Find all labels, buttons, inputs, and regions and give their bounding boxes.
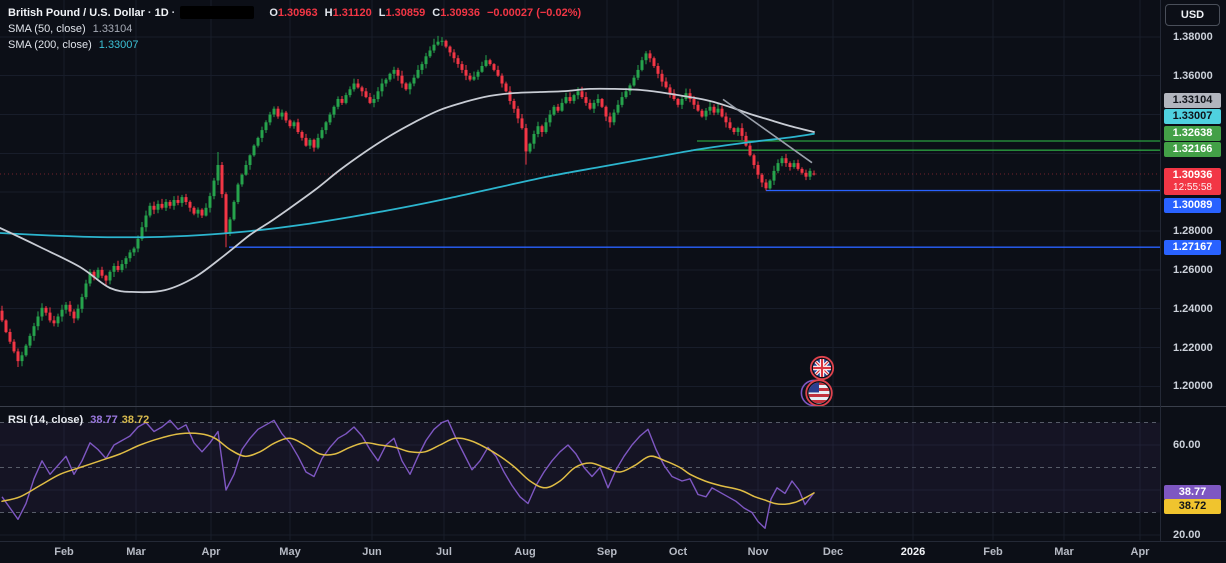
price-scale-label: 1.28000 — [1173, 225, 1213, 237]
rsi-line — [1, 419, 815, 529]
sma200-value: 1.33007 — [98, 39, 139, 51]
symbol-row[interactable]: British Pound / U.S. Dollar · 1D · O1.30963 H… — [8, 5, 582, 19]
price-scale[interactable]: USD 1.38000 1.36000 1.28000 1.26000 1.24000 1… — [1160, 0, 1226, 541]
rsi-ma-line — [1, 432, 815, 506]
grid-layer — [0, 0, 1160, 540]
time-axis-label: Nov — [747, 546, 769, 558]
level-badge-blue-1: 1.30089 — [1164, 198, 1221, 213]
currency-toggle-button[interactable]: USD — [1165, 4, 1220, 26]
interval-label[interactable]: 1D — [154, 7, 169, 19]
rsi-ma-value: 38.72 — [121, 414, 150, 426]
pane-divider[interactable] — [0, 406, 1226, 407]
price-scale-label: 1.22000 — [1173, 342, 1213, 354]
close-value: 1.30936 — [440, 7, 480, 19]
sma50-legend-row[interactable]: SMA (50, close) 1.33104 — [8, 23, 133, 35]
rsi-ma-value-badge: 38.72 — [1164, 499, 1221, 514]
time-axis-label: Apr — [1130, 546, 1150, 558]
time-axis-label: Sep — [596, 546, 618, 558]
price-chart-canvas[interactable] — [0, 0, 1160, 540]
uk-flag-event-icon[interactable] — [809, 355, 835, 381]
price-scale-label: 1.36000 — [1173, 70, 1213, 82]
us-flag-event-icon[interactable] — [800, 379, 833, 407]
open-value: 1.30963 — [277, 7, 318, 19]
last-price-badge: 1.30936 12:55:58 — [1164, 168, 1221, 195]
time-axis-label: Dec — [822, 546, 844, 558]
low-value: 1.30859 — [385, 7, 426, 19]
time-axis-label: Feb — [54, 546, 74, 558]
price-scale-label: 1.26000 — [1173, 264, 1213, 276]
rsi-layer — [1, 419, 815, 529]
sma50-line — [0, 87, 815, 294]
time-axis-label: Jul — [436, 546, 452, 558]
level-badge-green-1: 1.32638 — [1164, 126, 1221, 141]
rsi-value: 38.77 — [90, 414, 118, 426]
rsi-value-badge: 38.77 — [1164, 485, 1221, 500]
time-axis-label: Jun — [362, 546, 382, 558]
trendline — [722, 98, 813, 164]
sma50-value-badge: 1.33104 — [1164, 93, 1221, 108]
symbol-title[interactable]: British Pound / U.S. Dollar — [8, 7, 145, 19]
sma200-value-badge: 1.33007 — [1164, 109, 1221, 124]
candles-layer — [0, 35, 816, 367]
time-axis-label: May — [279, 546, 301, 558]
rsi-scale-label: 20.00 — [1173, 529, 1201, 541]
rsi-scale-label: 60.00 — [1173, 439, 1201, 451]
time-axis-label: Feb — [983, 546, 1003, 558]
time-axis-label: Aug — [514, 546, 536, 558]
price-scale-label: 1.38000 — [1173, 31, 1213, 43]
sma50-value: 1.33104 — [92, 23, 133, 35]
redacted-exchange — [180, 5, 255, 19]
level-badge-blue-2: 1.27167 — [1164, 240, 1221, 255]
rsi-legend: RSI (14, close) 38.77 38.72 — [8, 412, 149, 428]
high-value: 1.31120 — [332, 7, 372, 19]
sma200-legend-row[interactable]: SMA (200, close) 1.33007 — [8, 39, 139, 51]
change-value: −0.00027 (−0.02%) — [486, 7, 582, 19]
time-axis-label: Mar — [1054, 546, 1074, 558]
time-axis-label: Oct — [668, 546, 688, 558]
time-axis-label: 2026 — [900, 546, 926, 558]
level-badge-green-2: 1.32166 — [1164, 142, 1221, 157]
time-axis-label: Apr — [201, 546, 221, 558]
time-axis-label: Mar — [126, 546, 146, 558]
price-scale-label: 1.20000 — [1173, 380, 1213, 392]
price-scale-label: 1.24000 — [1173, 303, 1213, 315]
countdown-timer: 12:55:58 — [1173, 182, 1212, 193]
time-axis[interactable]: Feb Mar Apr May Jun Jul Aug Sep Oct Nov Dec 2026 Feb… — [0, 541, 1226, 563]
sma200-line — [0, 132, 815, 239]
rsi-legend-row[interactable]: RSI (14, close) 38.77 38.72 — [8, 414, 150, 426]
level-lines-layer — [229, 140, 1160, 248]
chart-legend: British Pound / U.S. Dollar · 1D · O1.30963 H… — [8, 5, 581, 53]
